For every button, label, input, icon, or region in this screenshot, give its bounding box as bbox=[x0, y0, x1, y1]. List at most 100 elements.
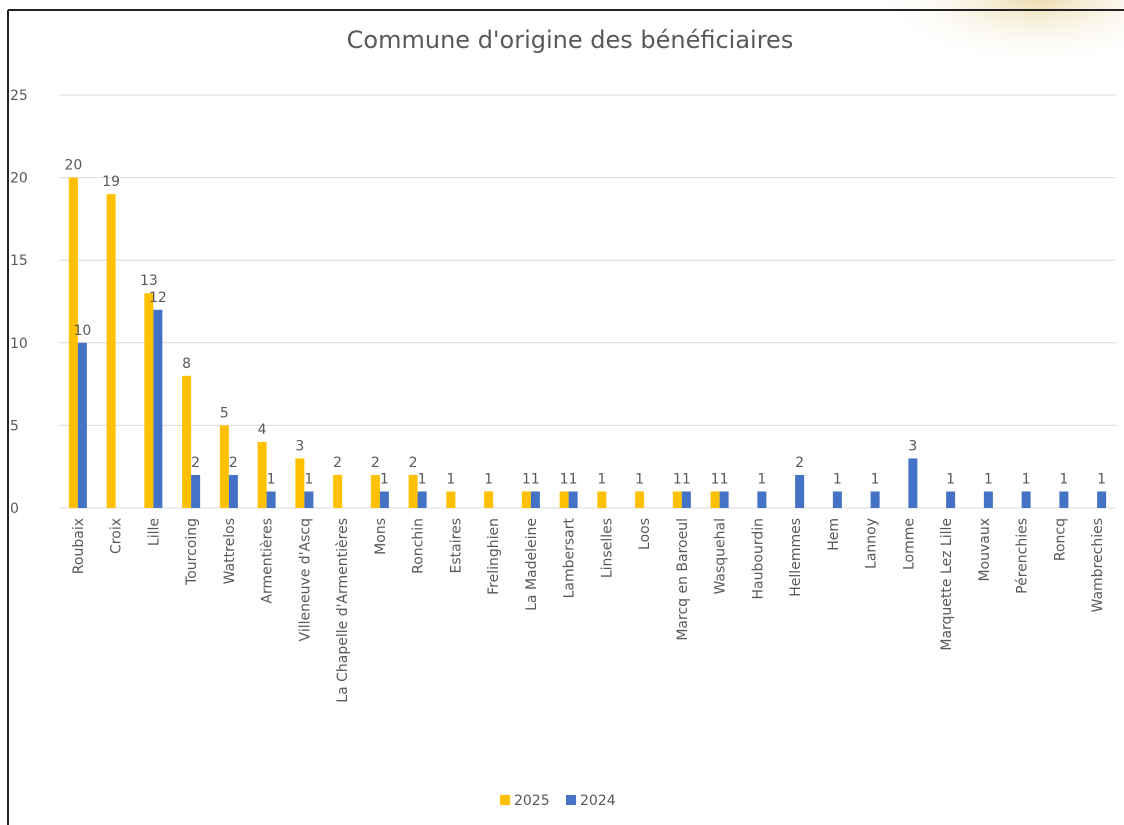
bar bbox=[379, 491, 389, 508]
data-label: 1 bbox=[380, 471, 389, 487]
x-tick-label: Roncq bbox=[1052, 518, 1068, 561]
legend-label: 2024 bbox=[580, 793, 616, 809]
bar bbox=[983, 491, 993, 508]
x-tick-label: Hem bbox=[826, 518, 842, 551]
data-label: 13 bbox=[140, 273, 158, 289]
y-tick-label: 15 bbox=[10, 253, 28, 269]
data-label: 1 bbox=[673, 471, 682, 487]
data-label: 1 bbox=[946, 471, 955, 487]
bar bbox=[1021, 491, 1031, 508]
data-label: 1 bbox=[711, 471, 720, 487]
data-label: 1 bbox=[833, 471, 842, 487]
x-tick-label: Marcq en Baroeul bbox=[675, 518, 691, 641]
data-label: 1 bbox=[720, 471, 729, 487]
chart-title: Commune d'origine des bénéficiaires bbox=[347, 26, 794, 54]
data-label: 12 bbox=[149, 290, 167, 306]
x-tick-label: Tourcoing bbox=[184, 518, 200, 586]
bar bbox=[219, 425, 229, 508]
bar bbox=[521, 491, 531, 508]
bar bbox=[710, 491, 720, 508]
bar bbox=[304, 491, 314, 508]
x-tick-label: Loos bbox=[637, 518, 653, 550]
data-label: 1 bbox=[560, 471, 569, 487]
legend-swatch bbox=[566, 795, 576, 805]
data-label: 5 bbox=[220, 405, 229, 421]
data-label: 2 bbox=[333, 455, 342, 471]
x-tick-label: Hellemmes bbox=[788, 518, 804, 597]
data-label: 1 bbox=[569, 471, 578, 487]
legend-swatch bbox=[500, 795, 510, 805]
bar bbox=[153, 309, 163, 508]
bar bbox=[1097, 491, 1107, 508]
x-tick-label: Estaires bbox=[448, 518, 464, 573]
x-tick-label: Ronchin bbox=[411, 518, 427, 574]
data-label: 1 bbox=[267, 471, 276, 487]
data-label: 1 bbox=[304, 471, 313, 487]
bar bbox=[530, 491, 540, 508]
data-label: 3 bbox=[908, 438, 917, 454]
data-label: 2 bbox=[409, 455, 418, 471]
bar bbox=[106, 194, 116, 508]
decoration bbox=[870, 0, 1124, 80]
x-tick-label: Frelinghien bbox=[486, 518, 502, 595]
x-tick-label: Wambrechies bbox=[1090, 518, 1106, 612]
data-label: 1 bbox=[1059, 471, 1068, 487]
data-label: 2 bbox=[795, 455, 804, 471]
data-label: 1 bbox=[1022, 471, 1031, 487]
data-label: 1 bbox=[531, 471, 540, 487]
bar bbox=[908, 458, 918, 508]
bar bbox=[484, 491, 494, 508]
data-label: 2 bbox=[371, 455, 380, 471]
y-tick-label: 20 bbox=[10, 171, 28, 187]
x-tick-label: La Madeleine bbox=[524, 518, 540, 611]
bar bbox=[681, 491, 691, 508]
bar bbox=[182, 375, 192, 508]
data-label: 10 bbox=[73, 323, 91, 339]
y-tick-label: 10 bbox=[10, 336, 28, 352]
data-label: 1 bbox=[446, 471, 455, 487]
x-tick-label: Lambersart bbox=[562, 517, 578, 598]
y-tick-label: 25 bbox=[10, 88, 28, 104]
bar bbox=[757, 491, 767, 508]
bar bbox=[870, 491, 880, 508]
y-tick-label: 5 bbox=[10, 418, 19, 434]
bar bbox=[408, 474, 418, 508]
x-tick-label: Haubourdin bbox=[750, 518, 766, 599]
bar bbox=[417, 491, 427, 508]
data-label: 1 bbox=[484, 471, 493, 487]
data-label: 1 bbox=[757, 471, 766, 487]
bar bbox=[568, 491, 578, 508]
data-label: 1 bbox=[682, 471, 691, 487]
bar bbox=[795, 474, 805, 508]
x-tick-label: Roubaix bbox=[71, 518, 87, 574]
bar bbox=[559, 491, 569, 508]
bar bbox=[946, 491, 956, 508]
data-label: 4 bbox=[258, 422, 267, 438]
data-label: 1 bbox=[1097, 471, 1106, 487]
bar bbox=[333, 474, 343, 508]
bar bbox=[446, 491, 456, 508]
x-tick-label: Lille bbox=[146, 518, 162, 546]
data-label: 2 bbox=[229, 455, 238, 471]
x-tick-label: Villeneuve d'Ascq bbox=[297, 518, 313, 641]
data-label: 1 bbox=[871, 471, 880, 487]
bar bbox=[832, 491, 842, 508]
bar bbox=[77, 342, 87, 508]
x-tick-label: Armentières bbox=[260, 518, 276, 604]
x-tick-label: Wasquehal bbox=[713, 518, 729, 595]
bar bbox=[672, 491, 682, 508]
bar bbox=[68, 177, 78, 508]
data-label: 8 bbox=[182, 356, 191, 372]
data-label: 2 bbox=[191, 455, 200, 471]
x-tick-label: Croix bbox=[109, 518, 125, 554]
bar bbox=[635, 491, 645, 508]
bar bbox=[295, 458, 305, 508]
data-label: 1 bbox=[522, 471, 531, 487]
data-label: 19 bbox=[102, 174, 120, 190]
legend-label: 2025 bbox=[514, 793, 550, 809]
data-label: 1 bbox=[597, 471, 606, 487]
bar bbox=[370, 474, 380, 508]
x-tick-label: Lannoy bbox=[864, 518, 880, 569]
x-tick-label: Marquette Lez Lille bbox=[939, 518, 955, 651]
